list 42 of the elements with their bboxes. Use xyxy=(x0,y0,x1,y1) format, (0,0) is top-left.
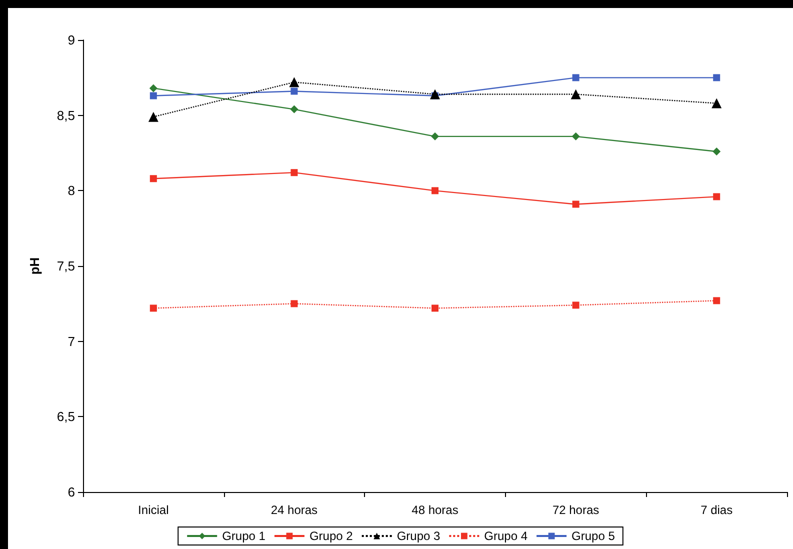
legend-label: Grupo 5 xyxy=(572,529,616,543)
point xyxy=(572,200,580,208)
point xyxy=(572,302,580,309)
x-tick-label: 48 horas xyxy=(412,503,458,517)
x-tick-label: 72 horas xyxy=(552,503,600,517)
y-tick-label: 6,5 xyxy=(56,409,75,424)
point xyxy=(431,132,439,140)
x-tick-label: 24 horas xyxy=(270,503,318,517)
point xyxy=(713,193,720,200)
legend-label: Grupo 2 xyxy=(309,529,354,543)
point xyxy=(713,297,720,304)
point xyxy=(150,175,157,182)
point xyxy=(430,89,440,100)
y-tick-label: 8,5 xyxy=(56,108,75,123)
point xyxy=(572,132,580,140)
point xyxy=(150,304,157,312)
point xyxy=(432,187,438,194)
point xyxy=(148,112,158,122)
point xyxy=(572,74,580,82)
point xyxy=(289,77,300,88)
legend-label: Grupo 4 xyxy=(484,529,528,543)
y-tick-label: 8 xyxy=(68,183,75,198)
point xyxy=(432,304,438,312)
x-tick-label: Inicial xyxy=(138,503,169,517)
point xyxy=(570,89,581,100)
legend-label: Grupo 3 xyxy=(396,529,441,543)
point xyxy=(290,169,298,176)
y-tick-label: 7 xyxy=(68,334,75,349)
point xyxy=(290,88,298,95)
legend-label: Grupo 1 xyxy=(222,529,266,543)
y-tick-label: 7,5 xyxy=(56,258,75,274)
point xyxy=(290,105,298,114)
y-axis-title: pH xyxy=(27,257,42,275)
point xyxy=(713,74,720,82)
point xyxy=(712,147,721,156)
x-tick-label: 7 dias xyxy=(700,503,733,517)
y-tick-label: 9 xyxy=(68,32,75,48)
point xyxy=(150,92,157,100)
point xyxy=(290,300,298,308)
point xyxy=(149,84,158,92)
y-tick-label: 6 xyxy=(68,484,75,500)
point xyxy=(712,98,722,108)
